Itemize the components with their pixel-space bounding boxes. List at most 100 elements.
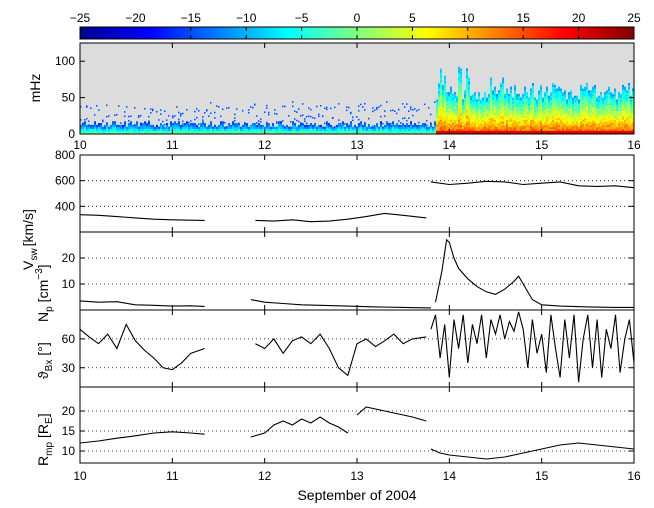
spectrogram-cell: [290, 130, 292, 133]
spectrogram-cell: [490, 99, 492, 102]
spectrogram-cell: [148, 124, 150, 128]
spectrogram-cell: [558, 90, 560, 93]
spectrogram-cell: [602, 132, 604, 134]
spectrogram-cell: [540, 93, 542, 97]
spectrogram-cell: [478, 99, 480, 102]
spectrogram-cell: [360, 132, 362, 134]
spectrogram-cell: [470, 112, 472, 115]
spectrogram-cell: [186, 124, 188, 128]
theta-ylabel-sub: Bx: [44, 360, 55, 372]
spectrogram-cell: [440, 113, 442, 117]
spectrogram-cell: [476, 101, 478, 104]
spectrogram-cell: [536, 113, 538, 117]
spectrogram-cell: [588, 93, 590, 97]
spectrogram-cell: [516, 130, 518, 133]
spectrogram-cell: [346, 123, 348, 126]
spectrogram-cell: [454, 113, 456, 117]
spectrogram-cell: [600, 92, 602, 95]
spectrogram-cell: [556, 110, 558, 113]
spectrogram-cell: [628, 104, 630, 108]
spectrogram-cell: [512, 121, 514, 124]
spectrogram-cell: [474, 126, 476, 130]
spectrogram-cell: [598, 132, 600, 134]
spectrogram-dot: [208, 115, 210, 117]
spectrogram-cell: [506, 108, 508, 111]
spectrogram-cell: [292, 123, 294, 126]
spectrogram-dot: [382, 126, 384, 129]
spectrogram-cell: [630, 112, 632, 115]
spectrogram-cell: [600, 113, 602, 117]
spectrogram-cell: [294, 123, 296, 126]
spectrogram-cell: [556, 132, 558, 134]
spectrogram-cell: [160, 132, 162, 134]
spectrogram-cell: [576, 95, 578, 99]
spectrogram-cell: [424, 132, 426, 134]
spectrogram-cell: [586, 123, 588, 126]
spectrogram-cell: [626, 113, 628, 117]
spectrogram-cell: [568, 112, 570, 115]
spectrogram-cell: [632, 128, 634, 131]
spectrogram-cell: [594, 92, 596, 95]
spectrogram-cell: [560, 130, 562, 133]
spectrogram-cell: [462, 124, 464, 128]
spectrogram-cell: [586, 83, 588, 86]
spectrogram-cell: [272, 126, 274, 130]
spectrogram-cell: [582, 130, 584, 133]
spectrogram-cell: [384, 126, 386, 130]
spectrogram-cell: [508, 117, 510, 120]
spectrogram-cell: [592, 126, 594, 130]
spectrogram-cell: [170, 130, 172, 133]
spectrogram-dot: [390, 109, 392, 112]
spectrogram-cell: [490, 81, 492, 84]
spectrogram-cell: [512, 112, 514, 115]
spectrogram-cell: [366, 132, 368, 134]
spectrogram-cell: [628, 88, 630, 91]
spectrogram-dot: [358, 118, 360, 121]
spectrogram-cell: [492, 93, 494, 97]
spectrogram-cell: [314, 132, 316, 134]
spectrogram-cell: [448, 97, 450, 100]
spectrogram-cell: [614, 104, 616, 108]
spectrogram-cell: [438, 130, 440, 133]
spectrogram-cell: [504, 123, 506, 126]
spectrogram-cell: [626, 121, 628, 124]
spectrogram-cell: [436, 123, 438, 126]
spectrogram-cell: [190, 130, 192, 133]
spectrogram-cell: [444, 84, 446, 88]
spectrogram-cell: [488, 103, 490, 106]
spectrogram-cell: [554, 110, 556, 113]
spectrogram-cell: [442, 101, 444, 104]
spectrogram-cell: [170, 128, 172, 131]
spectrogram-cell: [364, 128, 366, 131]
spectrogram-cell: [586, 92, 588, 95]
spectrogram-cell: [460, 90, 462, 93]
spectrogram-cell: [566, 124, 568, 128]
spectrogram-dot: [172, 116, 174, 119]
spectrogram-dot: [116, 124, 118, 127]
spectrogram-cell: [94, 121, 96, 124]
spectrogram-cell: [96, 128, 98, 131]
spectrogram-cell: [462, 130, 464, 133]
spectrogram-cell: [618, 110, 620, 113]
spectrogram-cell: [210, 121, 212, 124]
spectrogram-dot: [268, 113, 270, 116]
bottom-xtick-labels: 10 11 12 13 14 15 16: [73, 469, 641, 483]
spectrogram-cell: [568, 121, 570, 124]
spectrogram-cell: [452, 121, 454, 124]
spectrogram-cell: [188, 126, 190, 130]
spectrogram-cell: [570, 108, 572, 111]
spectrogram-cell: [460, 88, 462, 91]
spectrogram-cell: [354, 124, 356, 128]
spectrogram-cell: [604, 117, 606, 120]
spectrogram-cell: [596, 121, 598, 124]
spectrogram-cell: [488, 104, 490, 108]
spectrogram-cell: [450, 101, 452, 104]
spectrogram-cell: [514, 93, 516, 97]
spectrogram-cell: [588, 92, 590, 95]
spectrogram-cell: [448, 121, 450, 124]
spectrogram-cell: [438, 124, 440, 128]
spectrogram-cell: [588, 99, 590, 102]
spectrogram-cell: [452, 113, 454, 117]
spectrogram-cell: [584, 90, 586, 93]
spectrogram-cell: [498, 130, 500, 133]
